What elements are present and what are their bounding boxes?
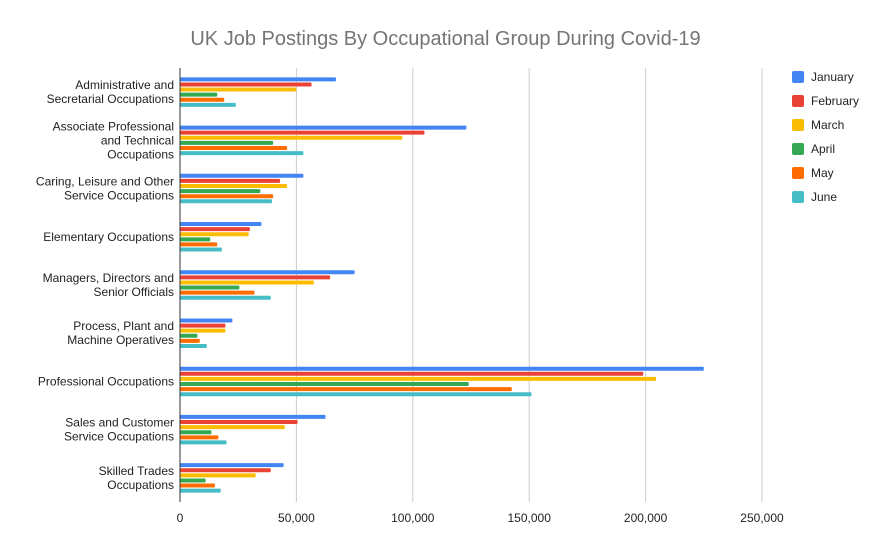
chart-title: UK Job Postings By Occupational Group Du… [190,28,701,50]
bar-june [180,392,532,397]
bar-may [180,145,288,150]
legend: January February March April May June [792,70,859,204]
category-label: Skilled Trades Occupations [99,464,174,492]
x-tick-label: 50,000 [278,511,315,525]
category-label: Managers, Directors and Senior Officials [43,271,174,299]
legend-swatch-march [792,119,804,131]
bar-june [180,488,221,493]
bar-february [180,178,281,183]
bar-april [180,381,469,386]
bar-february [180,468,271,473]
bar-may [180,97,225,102]
x-tick-label: 200,000 [624,511,668,525]
bar-february [180,227,250,232]
bar-march [180,232,249,237]
bar-june [180,151,304,156]
bar-january [180,270,355,275]
bar-february [180,371,644,376]
bar-january [180,77,336,82]
bar-april [180,92,218,97]
bar-january [180,463,284,468]
bar-january [180,125,467,130]
category-label: Associate Professional and Technical Occup… [53,119,174,161]
bar-february [180,130,425,135]
bar-march [180,376,657,381]
bar-june [180,343,207,348]
bar-series [180,77,704,493]
bar-may [180,242,218,247]
bar-may [180,194,274,199]
bar-april [180,478,206,483]
x-tick-label: 150,000 [508,511,552,525]
bar-january [180,318,233,323]
bar-february [180,323,226,328]
bar-april [180,333,198,338]
bar-april [180,285,240,290]
bar-march [180,184,288,189]
legend-label-february: February [811,94,859,108]
bar-january [180,366,704,371]
x-tick-label: 250,000 [740,511,784,525]
legend-swatch-may [792,167,804,179]
bar-may [180,483,215,488]
bar-june [180,102,236,107]
x-tick-label: 0 [177,511,184,525]
bar-june [180,199,272,204]
legend-swatch-april [792,143,804,155]
bar-may [180,290,255,295]
legend-label-april: April [811,142,835,156]
category-label: Process, Plant and Machine Operatives [67,319,174,347]
legend-swatch-february [792,95,804,107]
bar-june [180,440,227,445]
category-label: Administrative and Secretarial Occupation… [47,78,174,106]
x-tick-labels: 0 50,000 100,000 150,000 200,000 250,000 [177,511,784,525]
legend-label-january: January [811,70,854,84]
category-label: Professional Occupations [38,374,174,388]
category-label: Elementary Occupations [43,230,174,244]
category-label: Caring, Leisure and Other Service Occupat… [36,175,174,203]
bar-may [180,435,219,440]
legend-label-may: May [811,166,834,180]
bar-january [180,414,326,419]
category-labels: Administrative and Secretarial Occupation… [36,78,174,492]
bar-april [180,430,212,435]
bar-february [180,420,298,425]
bar-may [180,387,512,392]
bar-february [180,82,312,87]
bar-april [180,237,211,242]
legend-swatch-june [792,191,804,203]
bar-february [180,275,331,280]
bar-may [180,338,200,343]
bar-march [180,328,226,333]
bar-march [180,280,314,285]
bar-january [180,173,304,178]
bar-april [180,140,274,145]
legend-label-june: June [811,190,837,204]
bar-january [180,222,262,227]
bar-march [180,473,256,478]
category-label: Sales and Customer Service Occupations [64,416,174,444]
legend-label-march: March [811,118,844,132]
bar-march [180,425,285,430]
bar-march [180,87,297,92]
legend-swatch-january [792,71,804,83]
bar-june [180,295,271,300]
bar-march [180,135,403,140]
gridlines [295,68,763,502]
bar-april [180,189,261,194]
bar-june [180,247,222,252]
x-tick-label: 100,000 [391,511,435,525]
